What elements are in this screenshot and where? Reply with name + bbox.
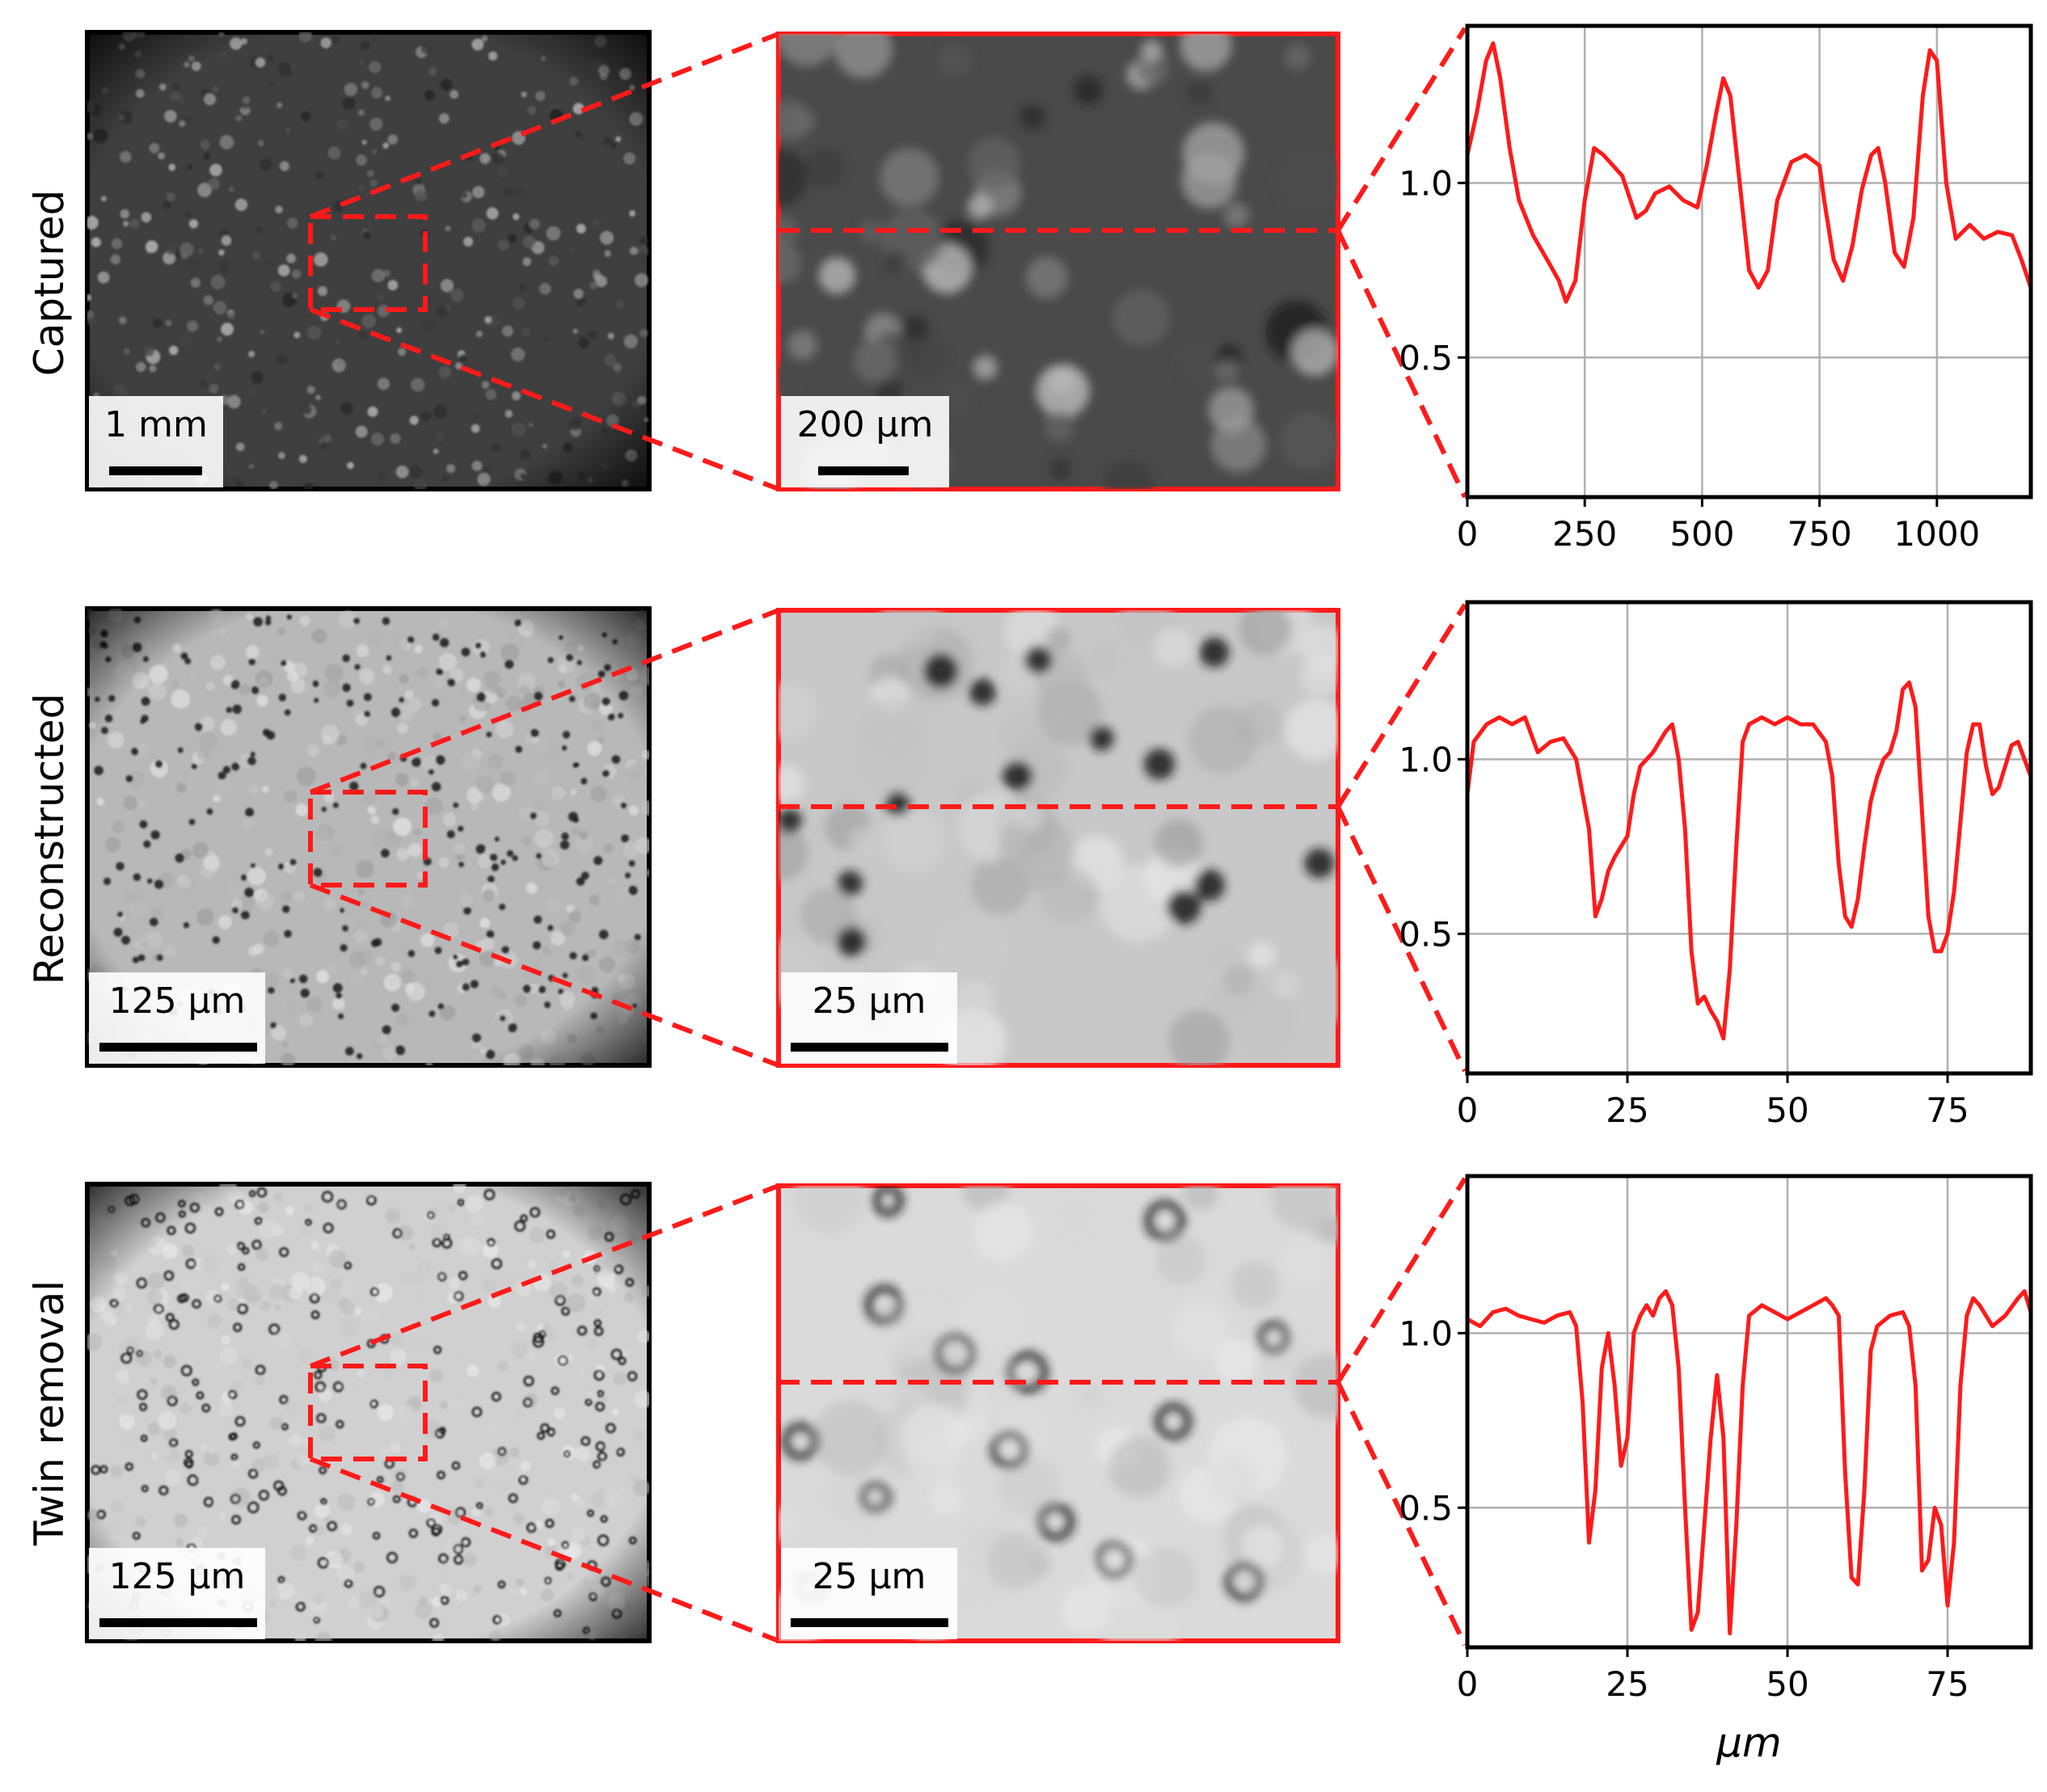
- svg-text:200 µm: 200 µm: [797, 404, 934, 445]
- overview-image-twin-removal: 125 µm: [85, 1182, 652, 1643]
- x-tick-label: 25: [1606, 1090, 1648, 1130]
- overview-image-reconstructed: 125 µm: [85, 606, 652, 1068]
- zoom-image-twin-removal: 25 µm: [776, 1183, 1340, 1643]
- scale-bar-overview-twin-removal: 125 µm: [89, 1548, 265, 1639]
- x-tick-label: 75: [1926, 1664, 1969, 1704]
- plot-frame: [1465, 1174, 2033, 1650]
- roi-box: [308, 1364, 428, 1461]
- svg-text:125 µm: 125 µm: [109, 980, 246, 1022]
- scale-bar-zoom-captured: 200 µm: [781, 396, 949, 487]
- y-tick-label: 1.0: [1399, 740, 1453, 779]
- x-tick-label: 50: [1766, 1664, 1809, 1704]
- row-label-reconstructed: Reconstructed: [26, 694, 73, 985]
- scale-bar-overview-reconstructed: 125 µm: [89, 972, 265, 1064]
- x-tick-label: 75: [1926, 1090, 1969, 1130]
- x-axis-title: µm: [1716, 1719, 1782, 1766]
- profile-plot-twin-removal: 0 25 50 75 0.5 1.0 µm: [1399, 1174, 2033, 1766]
- connector-lines-1: [309, 27, 1467, 499]
- x-tick-label: 0: [1457, 1090, 1479, 1130]
- svg-text:25 µm: 25 µm: [812, 1556, 926, 1597]
- svg-text:125 µm: 125 µm: [109, 1556, 246, 1597]
- x-tick-label: 0: [1457, 1664, 1479, 1704]
- profile-plot-captured: 0 250 500 750 1000 0.5 1.0: [1399, 23, 2033, 554]
- profile-series-line: [1465, 41, 2033, 304]
- roi-box: [308, 790, 428, 888]
- svg-text:25 µm: 25 µm: [812, 980, 926, 1022]
- x-tick-label: 50: [1766, 1090, 1809, 1130]
- plot-frame: [1465, 23, 2033, 500]
- profile-series-line: [1465, 680, 2033, 1041]
- zoom-image-reconstructed: 25 µm: [776, 608, 1340, 1068]
- plot-area: [1467, 602, 2031, 1073]
- y-tick-label: 0.5: [1399, 338, 1453, 377]
- scale-bar-overview-captured: 1 mm: [89, 396, 223, 487]
- x-tick-label: 25: [1606, 1664, 1648, 1704]
- x-tick-label: 500: [1669, 514, 1734, 554]
- row-twin-removal: Twin removal 125 µm 25 µm: [26, 1177, 1467, 1647]
- y-tick-label: 1.0: [1399, 1313, 1453, 1353]
- y-tick-label: 0.5: [1399, 1488, 1453, 1528]
- row-captured: Captured 1 mm 200 µm: [26, 27, 1467, 499]
- connector-lines-3: [309, 1177, 1467, 1647]
- row-reconstructed: Reconstructed 125 µm 25 µm: [26, 603, 1467, 1073]
- scale-bar-zoom-twin-removal: 25 µm: [781, 1548, 957, 1639]
- y-tick-label: 0.5: [1399, 914, 1453, 954]
- row-label-twin-removal: Twin removal: [26, 1280, 73, 1546]
- connector-lines-2: [309, 603, 1467, 1073]
- roi-box: [308, 214, 428, 312]
- x-tick-label: 250: [1552, 514, 1617, 554]
- zoom-image-captured: 200 µm: [776, 32, 1340, 491]
- overview-image-captured: 1 mm: [85, 30, 652, 491]
- x-tick-label: 1000: [1893, 514, 1980, 554]
- y-tick-label: 1.0: [1399, 163, 1453, 203]
- x-tick-label: 750: [1787, 514, 1852, 554]
- scale-bar-zoom-reconstructed: 25 µm: [781, 972, 957, 1064]
- svg-text:1 mm: 1 mm: [104, 404, 208, 445]
- plot-area: [1467, 1176, 2031, 1647]
- plot-frame: [1465, 600, 2033, 1076]
- profile-series-line: [1466, 1289, 2033, 1636]
- profile-plot-reconstructed: 0 25 50 75 0.5 1.0: [1399, 600, 2033, 1130]
- row-label-captured: Captured: [26, 190, 73, 377]
- x-tick-label: 0: [1457, 514, 1479, 554]
